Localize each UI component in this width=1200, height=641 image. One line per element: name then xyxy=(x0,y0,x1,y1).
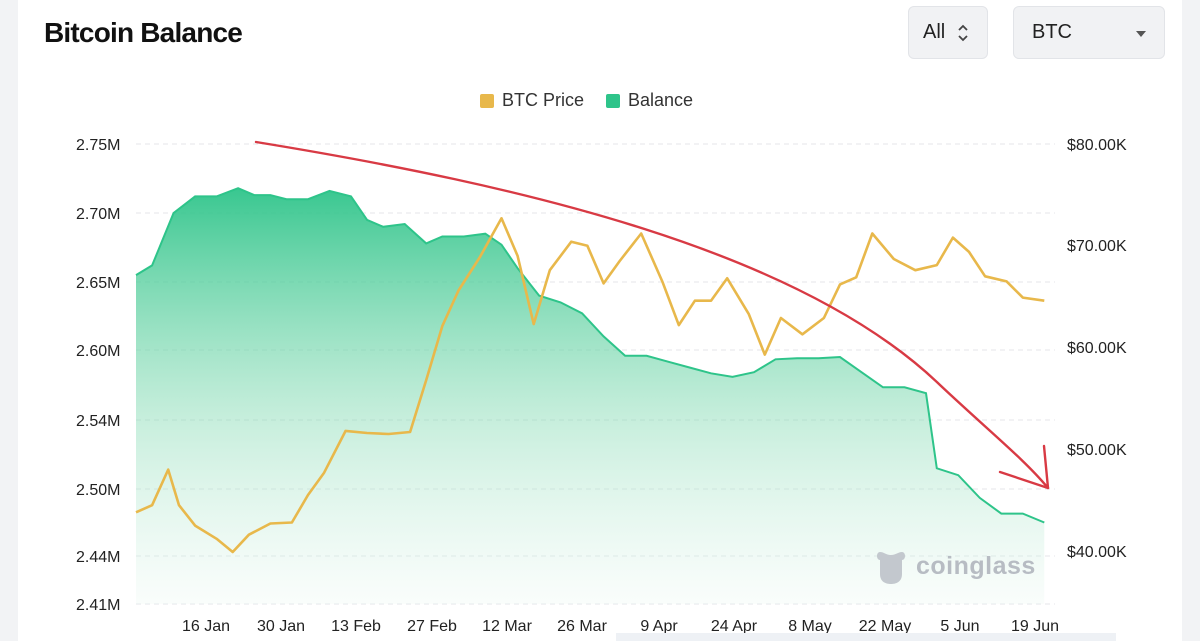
range-select-label: All xyxy=(923,21,946,43)
coinglass-watermark: coinglass xyxy=(874,546,1036,586)
y-left-tick-label: 2.65M xyxy=(76,275,120,292)
trend-arrow-head xyxy=(998,444,1050,490)
y-left-tick-label: 2.60M xyxy=(76,343,120,360)
watermark-text: coinglass xyxy=(916,551,1036,580)
x-tick-label: 5 Jun xyxy=(940,618,979,635)
bottom-scroll-strip xyxy=(616,633,1116,641)
caret-down-icon xyxy=(1136,31,1146,37)
btc-price-series xyxy=(135,217,1045,554)
legend-label-btc-price: BTC Price xyxy=(502,90,585,110)
x-tick-label: 30 Jan xyxy=(257,618,305,635)
y-left-tick-label: 2.44M xyxy=(76,549,120,566)
x-axis-ticks: 16 Jan 30 Jan 13 Feb 27 Feb 12 Mar 26 Mar 9 Ap… xyxy=(182,618,1059,635)
y-left-tick-label: 2.75M xyxy=(76,137,120,154)
x-tick-label: 27 Feb xyxy=(407,618,457,635)
balance-line xyxy=(135,187,1045,524)
x-tick-label: 16 Jan xyxy=(182,618,230,635)
legend-swatch-balance xyxy=(606,93,621,108)
x-tick-label: 13 Feb xyxy=(331,618,381,635)
legend-swatch-btc-price xyxy=(480,93,494,108)
btc-price-line xyxy=(135,217,1045,554)
y-left-tick-label: 2.41M xyxy=(76,597,120,614)
y-right-tick-label: $60.00K xyxy=(1067,340,1127,357)
range-select[interactable]: All xyxy=(908,6,988,59)
y-axis-right-ticks: $40.00K $50.00K $60.00K $70.00K $80.00K xyxy=(1067,137,1127,561)
balance-area xyxy=(136,188,1045,604)
y-right-tick-label: $50.00K xyxy=(1067,442,1127,459)
x-tick-label: 26 Mar xyxy=(557,618,607,635)
up-down-chevron-icon xyxy=(958,24,968,42)
y-right-tick-label: $70.00K xyxy=(1067,238,1127,255)
y-left-tick-label: 2.70M xyxy=(76,206,120,223)
legend-item-balance[interactable]: Balance xyxy=(606,90,693,111)
x-tick-label: 19 Jun xyxy=(1011,618,1059,635)
legend-label-balance: Balance xyxy=(628,90,694,110)
x-tick-label: 22 May xyxy=(859,618,911,635)
y-axis-left-ticks: 2.41M 2.44M 2.50M 2.54M 2.60M 2.65M 2.70M 2.75M xyxy=(76,137,120,614)
y-left-tick-label: 2.54M xyxy=(76,413,120,430)
trend-arrow-annotation xyxy=(254,140,1050,490)
asset-dropdown-label: BTC xyxy=(1032,21,1072,43)
legend-item-btc-price[interactable]: BTC Price xyxy=(480,90,584,111)
trend-arrow-line xyxy=(254,140,1050,490)
x-tick-label: 24 Apr xyxy=(711,618,758,635)
asset-dropdown[interactable]: BTC xyxy=(1013,6,1165,59)
page-title: Bitcoin Balance xyxy=(44,17,243,48)
y-right-tick-label: $80.00K xyxy=(1067,137,1127,154)
balance-series xyxy=(135,187,1045,604)
x-tick-label: 12 Mar xyxy=(482,618,532,635)
chart-legend: BTC Price Balance xyxy=(480,90,693,111)
coinglass-logo-icon xyxy=(877,552,905,584)
y-left-tick-label: 2.50M xyxy=(76,482,120,499)
x-tick-label: 8 May xyxy=(788,618,832,635)
x-tick-label: 9 Apr xyxy=(640,618,678,635)
y-right-tick-label: $40.00K xyxy=(1067,544,1127,561)
